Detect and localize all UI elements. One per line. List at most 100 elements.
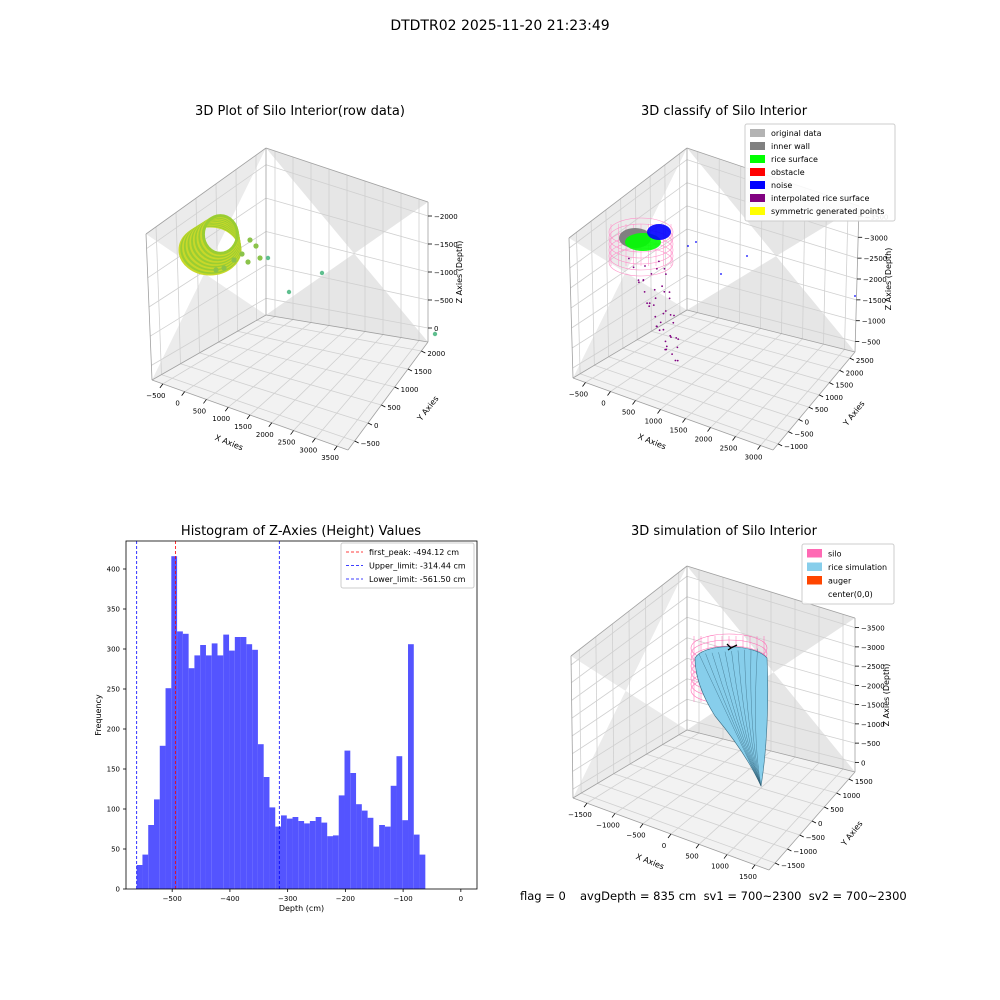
classify-legend-swatch bbox=[750, 207, 765, 215]
histogram-frame bbox=[125, 540, 478, 890]
raw-xtick bbox=[246, 414, 251, 420]
raw-gridline bbox=[147, 197, 267, 279]
classify-ylabel: Y Axies bbox=[841, 399, 867, 428]
raw-zlabel: Z Axies (Depth) bbox=[455, 241, 464, 304]
simulation-gridline bbox=[571, 616, 688, 701]
histogram-legend-label: first_peak: -494.12 cm bbox=[369, 548, 459, 557]
classify-interpolated-point bbox=[664, 310, 667, 312]
classify-interpolated-point bbox=[644, 265, 646, 267]
histogram-legend-label: Upper_limit: -314.44 cm bbox=[369, 562, 466, 571]
raw-point bbox=[239, 251, 245, 257]
raw-gridline bbox=[162, 316, 276, 385]
simulation-legend-label: rice simulation bbox=[828, 563, 887, 572]
classify-interpolated-point bbox=[659, 321, 662, 324]
histogram-chart: −500 −400 −300 −200 −100 0 0 50 100 150 200 250 300 3… bbox=[94, 540, 478, 913]
raw-gridline bbox=[218, 341, 395, 388]
raw-gridline bbox=[265, 297, 429, 329]
raw-ytick-label: −500 bbox=[361, 440, 380, 448]
histogram-ytick-label: 200 bbox=[107, 726, 120, 734]
simulation-gridline bbox=[629, 763, 813, 822]
classify-gridline bbox=[571, 274, 688, 349]
classify-xlabel: X Axies bbox=[637, 432, 668, 451]
classify-gridline bbox=[579, 373, 779, 445]
classify-interpolated-point bbox=[671, 353, 673, 355]
classify-ytick-label: 2000 bbox=[846, 369, 864, 377]
histogram-ytick-label: 150 bbox=[107, 766, 120, 774]
simulation-gridline bbox=[645, 598, 647, 755]
simulation-box-edge bbox=[686, 729, 856, 773]
classify-gridline bbox=[686, 298, 856, 342]
classify-ztick-label: −2500 bbox=[864, 255, 888, 263]
classify-xtick bbox=[607, 391, 611, 396]
simulation-ytick-label: 1500 bbox=[855, 778, 873, 786]
classify-gridline bbox=[637, 339, 820, 396]
histogram-bar bbox=[223, 634, 230, 889]
simulation-gridline bbox=[613, 773, 800, 836]
classify-ytick-label: 2500 bbox=[856, 357, 874, 365]
figure-title: DTDTR02 2025-11-20 21:23:49 bbox=[390, 18, 610, 34]
raw-gridline bbox=[271, 331, 366, 424]
classify-interpolated-point bbox=[628, 257, 630, 260]
raw-gridline bbox=[199, 352, 382, 406]
histogram-title: Histogram of Z-Axies (Height) Values bbox=[180, 524, 422, 539]
classify-plot-title: 3D classify of Silo Interior bbox=[640, 104, 808, 119]
simulation-legend-box bbox=[801, 543, 895, 605]
simulation-xlabel: X Axies bbox=[635, 852, 666, 871]
histogram-bar bbox=[338, 795, 345, 889]
histogram-bar bbox=[148, 825, 154, 889]
classify-interpolated-point bbox=[652, 304, 655, 306]
raw-ytick bbox=[407, 368, 413, 372]
classify-interpolated-point bbox=[677, 338, 680, 340]
simulation-ztick-label: −1000 bbox=[861, 721, 885, 729]
simulation-box-edge bbox=[572, 729, 688, 799]
raw-gridline bbox=[315, 337, 402, 439]
raw-gridline bbox=[293, 334, 384, 431]
simulation-mesh-line bbox=[750, 649, 762, 787]
histogram-bar bbox=[384, 826, 391, 889]
classify-ztick-label: −1500 bbox=[862, 297, 886, 305]
classify-interpolated-point bbox=[665, 345, 668, 348]
raw-surface-ring bbox=[201, 214, 239, 255]
classify-interpolated-point bbox=[648, 302, 651, 305]
classify-gridline bbox=[651, 330, 830, 384]
simulation-mesh-line bbox=[711, 652, 762, 787]
raw-ytick bbox=[381, 404, 386, 408]
histogram-bar bbox=[408, 644, 414, 889]
raw-point bbox=[253, 243, 259, 249]
simulation-xtick bbox=[751, 864, 756, 870]
histogram-bar bbox=[396, 756, 403, 889]
simulation-xtick bbox=[611, 813, 616, 818]
classify-ztick-label: −3000 bbox=[864, 234, 888, 242]
classify-interpolated-point bbox=[663, 290, 666, 293]
histogram-bar bbox=[257, 744, 264, 889]
classify-interpolated-point bbox=[638, 281, 640, 284]
classify-interpolated-point bbox=[655, 325, 658, 328]
classify-ytick bbox=[777, 443, 783, 447]
simulation-ytick-label: −1500 bbox=[781, 862, 805, 870]
raw-xtick-label: 2000 bbox=[256, 431, 274, 439]
classify-interpolated-point bbox=[669, 314, 672, 316]
raw-outlier-point bbox=[319, 270, 325, 276]
classify-interpolated-point bbox=[632, 266, 635, 269]
classify-xtick-label: 0 bbox=[601, 400, 605, 408]
classify-gridline bbox=[572, 298, 688, 369]
simulation-gridline bbox=[581, 792, 776, 864]
raw-xtick-label: 0 bbox=[175, 400, 179, 408]
raw-outlier-point bbox=[286, 289, 292, 295]
histogram-bar bbox=[321, 822, 328, 889]
histogram-bar bbox=[159, 745, 166, 889]
raw-outlier-point bbox=[265, 255, 271, 261]
classify-xtick bbox=[732, 436, 736, 441]
classify-interpolated-point bbox=[637, 279, 640, 281]
raw-box-edge bbox=[151, 314, 267, 381]
raw-ytick bbox=[354, 440, 359, 444]
raw-xtick bbox=[312, 438, 316, 443]
classify-interpolated-point bbox=[674, 359, 677, 362]
raw-gridline bbox=[161, 374, 355, 442]
classify-xtick bbox=[757, 445, 761, 450]
histogram-bars bbox=[136, 556, 426, 889]
classify-zlabel: Z Axies (Depth) bbox=[884, 248, 893, 311]
raw-xtick bbox=[224, 406, 229, 412]
classify-interpolated-point bbox=[676, 346, 679, 349]
classify-legend-swatch bbox=[750, 129, 765, 137]
